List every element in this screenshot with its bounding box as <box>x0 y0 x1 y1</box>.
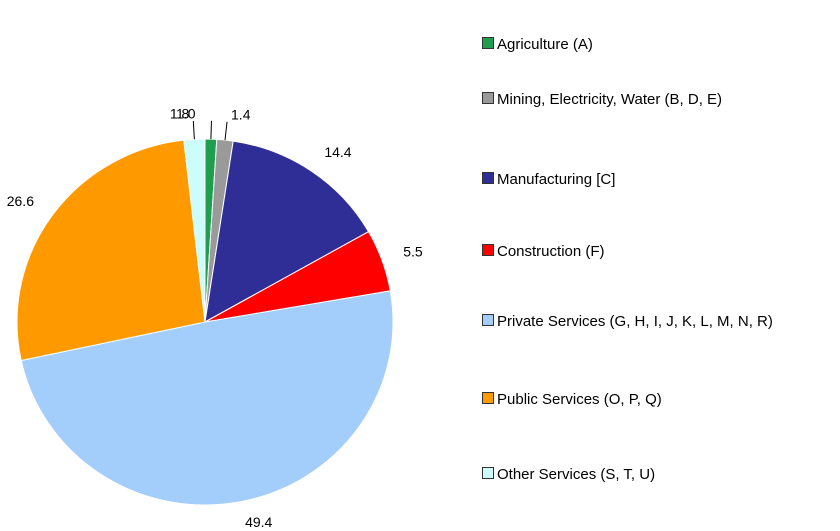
legend-label: Other Services (S, T, U) <box>497 466 656 483</box>
pie-area: 1.0 1.4 14.4 5.5 49.4 26.6 1.8 <box>7 106 423 530</box>
data-label: 14.4 <box>324 144 351 160</box>
data-label: 1.4 <box>231 107 251 123</box>
legend-swatch <box>482 37 494 49</box>
legend-swatch <box>482 314 494 326</box>
data-label: 26.6 <box>7 193 34 209</box>
leader-line <box>192 120 195 140</box>
pie-slice <box>20 290 394 506</box>
pie-slice <box>183 138 206 323</box>
leader-line <box>210 120 212 140</box>
pie-slice <box>16 139 206 362</box>
legend-item: Public Services (O, P, Q) <box>482 391 838 409</box>
legend-swatch <box>482 244 494 256</box>
legend-label: Agriculture (A) <box>497 36 593 53</box>
legend-label: Public Services (O, P, Q) <box>497 391 662 408</box>
data-label: 49.4 <box>245 514 272 530</box>
legend-item: Manufacturing [C] <box>482 171 838 189</box>
legend-item: Mining, Electricity, Water (B, D, E) <box>482 91 838 109</box>
legend-item: Agriculture (A) <box>482 36 838 54</box>
legend-swatch <box>482 467 494 479</box>
legend-item: Construction (F) <box>482 243 838 261</box>
legend-swatch <box>482 92 494 104</box>
legend-label: Mining, Electricity, Water (B, D, E) <box>497 91 723 108</box>
legend-item: Other Services (S, T, U) <box>482 466 838 484</box>
data-label: 1.8 <box>170 106 190 122</box>
legend-label: Manufacturing [C] <box>497 171 616 188</box>
legend-label: Private Services (G, H, I, J, K, L, M, N… <box>497 313 773 330</box>
legend-item: Private Services (G, H, I, J, K, L, M, N… <box>482 313 838 331</box>
legend-swatch <box>482 392 494 404</box>
data-label: 1.0 <box>176 106 196 122</box>
legend-swatch <box>482 172 494 184</box>
data-label: 5.5 <box>403 244 423 260</box>
pie-slice <box>204 140 370 323</box>
leader-line <box>224 121 228 141</box>
legend-label: Construction (F) <box>497 243 605 260</box>
